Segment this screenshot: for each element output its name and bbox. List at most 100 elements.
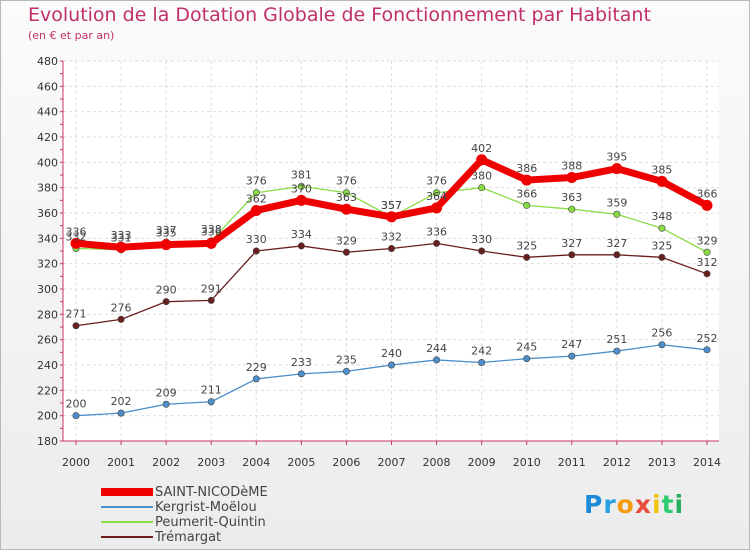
data-label: 332 (381, 230, 402, 243)
data-label: 312 (697, 256, 718, 269)
logo-letter: r (603, 490, 617, 519)
data-point (478, 184, 486, 192)
data-point (340, 203, 352, 215)
data-label: 235 (336, 353, 357, 366)
data-point (162, 400, 170, 408)
legend-item: Trémargat (101, 530, 361, 545)
y-tick-label: 480 (37, 55, 58, 68)
data-point (701, 199, 713, 211)
data-point (523, 253, 531, 261)
data-point (478, 247, 486, 255)
data-point (297, 182, 305, 190)
data-label: 364 (426, 190, 447, 203)
data-point (521, 174, 533, 186)
chart-title: Evolution de la Dotation Globale de Fonc… (28, 4, 651, 26)
x-tick-label: 2005 (287, 456, 315, 469)
data-label: 211 (201, 384, 222, 397)
data-label: 290 (156, 284, 177, 297)
data-label: 256 (651, 327, 672, 340)
data-point (656, 175, 668, 187)
data-label: 402 (471, 142, 492, 155)
data-label: 366 (697, 187, 718, 200)
data-point (252, 189, 260, 197)
y-tick-label: 380 (37, 182, 58, 195)
legend-item: SAINT-NICODèME (101, 485, 361, 500)
data-point (658, 253, 666, 261)
data-point (297, 370, 305, 378)
data-label: 381 (291, 168, 312, 181)
data-point (433, 189, 441, 197)
data-point (703, 248, 711, 256)
data-point (658, 341, 666, 349)
data-point (476, 154, 488, 166)
logo-letter: x (634, 490, 652, 519)
logo-letter: i (674, 490, 685, 519)
data-label: 252 (697, 332, 718, 345)
legend-item: Peumerit-Quintin (101, 515, 361, 530)
data-point (250, 204, 262, 216)
data-label: 244 (426, 342, 447, 355)
legend-swatch (101, 488, 153, 496)
data-point (703, 346, 711, 354)
data-point (433, 356, 441, 364)
data-label: 348 (651, 210, 672, 223)
data-label: 325 (516, 239, 537, 252)
data-label: 380 (471, 170, 492, 183)
data-label: 385 (651, 163, 672, 176)
data-label: 325 (651, 239, 672, 252)
y-tick-label: 260 (37, 334, 58, 347)
data-label: 359 (606, 196, 627, 209)
data-point (117, 315, 125, 323)
data-label: 327 (606, 237, 627, 250)
data-point (566, 172, 578, 184)
data-label: 229 (246, 361, 267, 374)
data-point (295, 194, 307, 206)
chart-subtitle: (en € et par an) (28, 29, 115, 42)
y-tick-label: 340 (37, 232, 58, 245)
data-point (568, 251, 576, 259)
logo-letter: i (652, 490, 662, 519)
data-label: 202 (111, 395, 132, 408)
data-point (433, 239, 441, 247)
data-point (613, 347, 621, 355)
x-tick-label: 2007 (378, 456, 406, 469)
data-point (386, 211, 397, 223)
data-point (658, 224, 666, 232)
data-label: 209 (156, 386, 177, 399)
legend-swatch (101, 506, 153, 508)
y-tick-label: 360 (37, 207, 58, 220)
data-label: 338 (201, 223, 222, 236)
y-tick-label: 240 (37, 359, 58, 372)
data-label: 291 (201, 282, 222, 295)
data-point (207, 398, 215, 406)
data-label: 251 (606, 333, 627, 346)
logo-letter: o (616, 490, 635, 519)
data-label: 376 (426, 175, 447, 188)
data-point (613, 210, 621, 218)
legend-label: Kergrist-Moëlou (155, 500, 257, 515)
data-label: 330 (246, 233, 267, 246)
data-label: 233 (291, 356, 312, 369)
legend-swatch (101, 536, 153, 538)
data-label: 327 (561, 237, 582, 250)
data-label: 370 (291, 182, 312, 195)
y-tick-label: 180 (37, 435, 58, 448)
legend-swatch (101, 521, 153, 523)
y-tick-label: 320 (37, 258, 58, 271)
data-label: 362 (246, 192, 267, 205)
data-label: 271 (66, 308, 87, 321)
data-label: 276 (111, 301, 132, 314)
y-tick-label: 300 (37, 283, 58, 296)
data-point (387, 361, 395, 369)
data-point (162, 298, 170, 306)
data-point (342, 248, 350, 256)
data-point (117, 409, 125, 417)
y-tick-label: 460 (37, 80, 58, 93)
data-label: 363 (336, 191, 357, 204)
y-tick-label: 280 (37, 308, 58, 321)
data-label: 240 (381, 347, 402, 360)
y-tick-label: 420 (37, 131, 58, 144)
data-point (207, 296, 215, 304)
data-point (342, 367, 350, 375)
data-point (387, 244, 395, 252)
